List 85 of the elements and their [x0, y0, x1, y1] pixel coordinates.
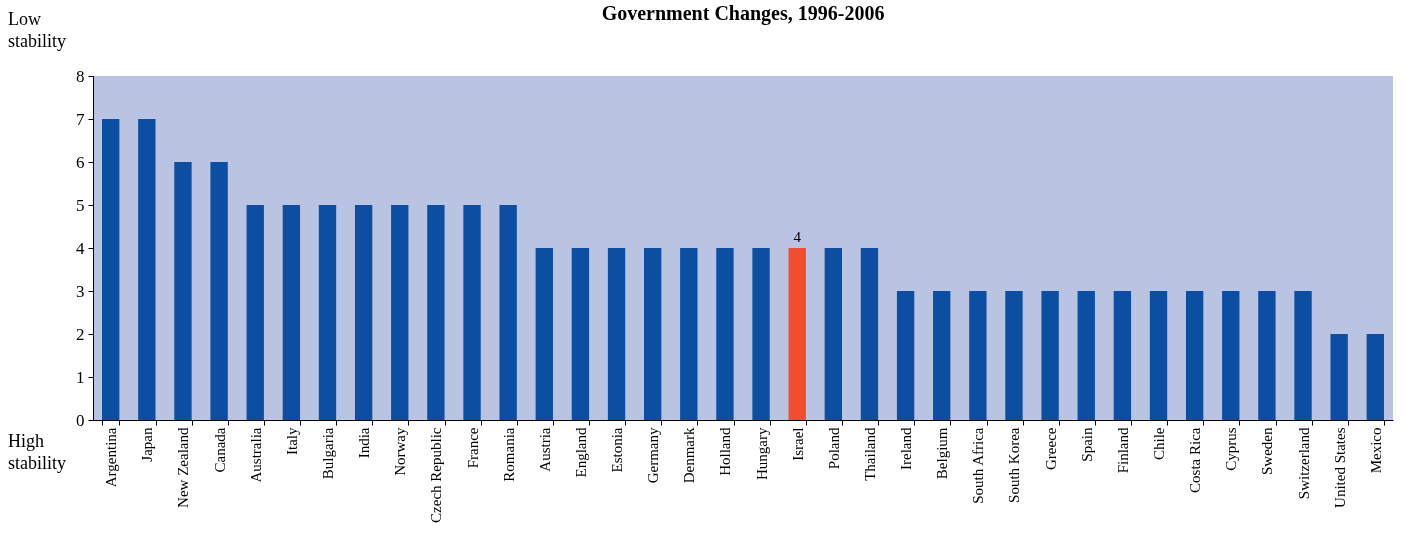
x-tick-label: South Africa	[970, 427, 987, 504]
x-tick-label: Czech Republic	[428, 427, 445, 523]
bar	[1330, 334, 1348, 420]
bar	[1113, 291, 1132, 420]
x-tick-label: Ireland	[898, 427, 915, 470]
bar	[354, 205, 373, 420]
x-tick-label: Norway	[392, 427, 409, 476]
bar	[752, 248, 770, 420]
x-tick-label: Austria	[536, 427, 553, 472]
text: Low stability	[8, 9, 66, 51]
x-tick-label: Argentina	[103, 427, 120, 488]
bar	[246, 205, 264, 420]
x-tick-label: Poland	[825, 427, 842, 470]
x-tick-label: Thailand	[861, 427, 878, 481]
y-tick-label: 5	[76, 195, 85, 215]
x-tick-label: Chile	[1151, 427, 1168, 460]
bar	[499, 205, 517, 420]
x-tick-label: Romania	[500, 427, 517, 482]
x-tick-label: United States	[1331, 427, 1348, 508]
y-tick-label: 6	[76, 152, 85, 172]
bar	[427, 205, 445, 420]
bar	[174, 162, 192, 420]
x-tick-label: Hungary	[753, 427, 770, 480]
bar	[282, 205, 301, 420]
x-tick-label: Germany	[645, 427, 662, 484]
x-tick-label: Costa Rica	[1187, 427, 1204, 493]
bar	[463, 205, 481, 420]
x-tick-label: Japan	[139, 427, 156, 462]
x-tick-label: Holland	[717, 427, 734, 476]
bar	[1041, 291, 1059, 420]
x-tick-label: Belgium	[934, 427, 951, 480]
bar	[1149, 291, 1168, 420]
bar	[1077, 291, 1095, 420]
bar	[788, 248, 806, 420]
text: High stability	[8, 431, 66, 473]
bar	[680, 248, 698, 420]
x-tick-label: Cyprus	[1223, 427, 1240, 471]
y-tick-label: 2	[76, 324, 85, 344]
x-tick-label: Australia	[247, 427, 264, 483]
bar	[535, 248, 553, 420]
x-tick-label: France	[464, 427, 481, 469]
x-tick-label: England	[572, 427, 589, 478]
bar	[318, 205, 337, 420]
x-tick-label: Greece	[1042, 427, 1059, 470]
x-tick-label: Bulgaria	[319, 427, 336, 480]
x-tick-label: Mexico	[1367, 427, 1384, 474]
bar	[138, 119, 156, 420]
bar	[1185, 291, 1204, 420]
bar	[896, 291, 915, 420]
x-tick-label: Finland	[1114, 427, 1131, 474]
bar	[1222, 291, 1240, 420]
y-tick-label: 8	[76, 66, 85, 86]
bar	[969, 291, 987, 420]
bar	[571, 248, 590, 420]
x-tick-label: Denmark	[681, 427, 698, 484]
x-tick-label: Sweden	[1259, 427, 1276, 475]
bar	[1005, 291, 1023, 420]
y-tick-label: 3	[76, 281, 85, 301]
x-tick-label: Switzerland	[1295, 427, 1312, 500]
bar	[860, 248, 879, 420]
x-tick-label: Spain	[1078, 427, 1095, 462]
bar	[102, 119, 120, 420]
y-tick-label: 1	[76, 367, 85, 387]
chart-title: Government Changes, 1996-2006	[601, 2, 885, 25]
x-tick-label: Israel	[789, 427, 806, 461]
bar	[716, 248, 734, 420]
bar	[933, 291, 951, 420]
x-tick-label: Canada	[211, 427, 228, 473]
y-tick-label: 7	[76, 109, 85, 129]
bar	[1294, 291, 1312, 420]
x-tick-label: New Zealand	[175, 427, 192, 508]
x-tick-label: Italy	[283, 427, 300, 455]
y-tick-label: 4	[76, 238, 85, 258]
x-tick-label: South Korea	[1006, 427, 1023, 503]
y-tick-label: 0	[76, 410, 85, 430]
bar	[824, 248, 842, 420]
data-label: 4	[793, 229, 802, 245]
bar	[210, 162, 228, 420]
bar	[391, 205, 409, 420]
bar	[1366, 334, 1384, 420]
bar	[1258, 291, 1276, 420]
x-tick-label: India	[356, 427, 373, 459]
bar	[607, 248, 626, 420]
x-tick-label: Estonia	[609, 427, 626, 473]
bar	[644, 248, 662, 420]
